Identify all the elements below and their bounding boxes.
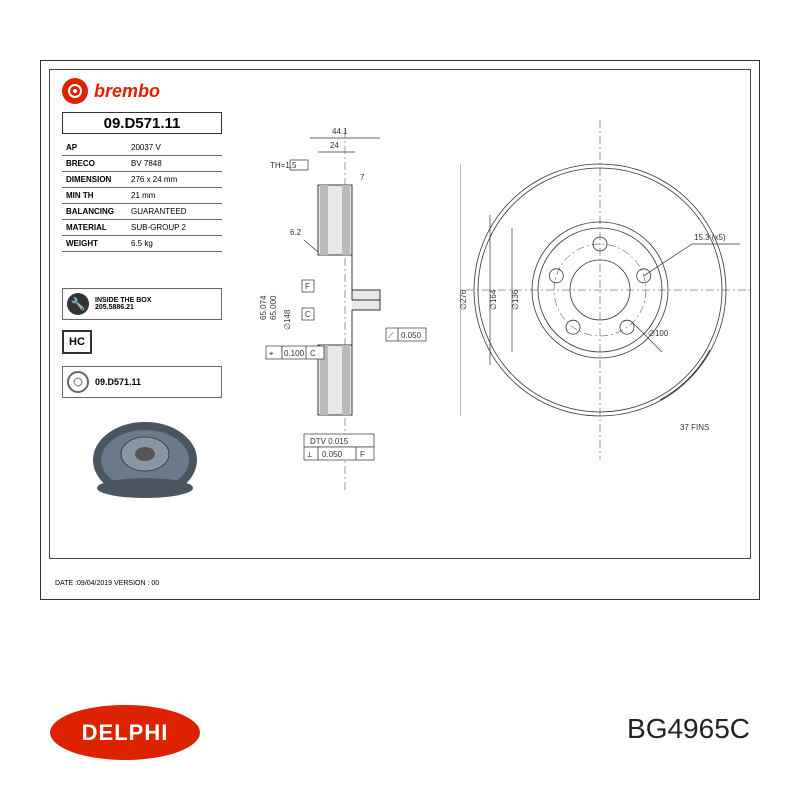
- dim-7: 7: [360, 173, 365, 182]
- spec-value: 6.5 kg: [127, 236, 222, 251]
- dim-th-tol: TH=1.5: [270, 161, 297, 170]
- svg-text:⌖: ⌖: [269, 349, 274, 358]
- fins-label: 37 FINS: [680, 423, 709, 432]
- runout: 0.050: [401, 331, 422, 340]
- spec-value: GUARANTEED: [127, 204, 222, 219]
- spec-value: BV 7848: [127, 156, 222, 171]
- dim-164: ∅164: [489, 289, 498, 310]
- hc-badge: HC: [62, 330, 92, 354]
- inside-box-info: 🔧 INSIDE THE BOX 205.5886.21: [62, 288, 222, 320]
- replaces-row: 09.D571.11: [62, 366, 222, 398]
- dim-100: ∅100: [648, 329, 669, 338]
- spec-value: SUB-GROUP 2: [127, 220, 222, 235]
- datum-c: C: [305, 310, 311, 319]
- dim-136: ∅136: [511, 289, 520, 310]
- spec-label: AP: [62, 140, 127, 155]
- dim-148: ∅148: [283, 309, 292, 330]
- drawing-inner-frame: brembo 09.D571.11 AP20037 V BRECOBV 7848…: [49, 69, 751, 559]
- tol-0100: 0.100: [284, 349, 305, 358]
- spec-label: BALANCING: [62, 204, 127, 219]
- svg-text:⟋: ⟋: [388, 331, 394, 340]
- tol-c: C: [310, 349, 316, 358]
- flat: 0.050: [322, 450, 343, 459]
- brand-name: brembo: [94, 81, 160, 102]
- dtv: DTV 0.015: [310, 437, 349, 446]
- brembo-logo-icon: [62, 78, 88, 104]
- svg-text:⟂: ⟂: [307, 450, 313, 459]
- dim-6-2: 6.2: [290, 228, 302, 237]
- replaces-code: 09.D571.11: [95, 377, 141, 387]
- dim-24: 24: [330, 141, 339, 150]
- part-number: 09.D571.11: [62, 112, 222, 134]
- spec-label: MATERIAL: [62, 220, 127, 235]
- dim-276: ∅276: [460, 289, 468, 310]
- footer-part-code: BG4965C: [627, 713, 750, 745]
- dim-bolt: 15.3 (x5): [694, 233, 726, 242]
- flat-f: F: [360, 450, 365, 459]
- spec-label: WEIGHT: [62, 236, 127, 251]
- delphi-logo: DELPHI: [50, 705, 200, 760]
- brand-block: brembo: [62, 78, 160, 104]
- box-title: INSIDE THE BOX: [95, 297, 151, 304]
- delphi-text: DELPHI: [82, 720, 169, 746]
- box-code: 205.5886.21: [95, 304, 151, 311]
- spec-value: 20037 V: [127, 140, 222, 155]
- spec-value: 276 x 24 mm: [127, 172, 222, 187]
- front-face-view: 15.3 (x5) ∅100 37 FINS ∅276 ∅164 ∅136: [460, 110, 750, 490]
- date-version: DATE :09/04/2019 VERSION : 00: [55, 580, 159, 587]
- spec-label: BRECO: [62, 156, 127, 171]
- disc-thumbnail: [90, 410, 200, 520]
- spec-label: DIMENSION: [62, 172, 127, 187]
- spec-value: 21 mm: [127, 188, 222, 203]
- spec-table: AP20037 V BRECOBV 7848 DIMENSION276 x 24…: [62, 140, 222, 252]
- dim-44-1: 44.1: [332, 127, 348, 136]
- spec-label: MIN TH: [62, 188, 127, 203]
- wrench-icon: 🔧: [67, 293, 89, 315]
- drawing-frame: brembo 09.D571.11 AP20037 V BRECOBV 7848…: [40, 60, 760, 600]
- datum-f: F: [305, 282, 310, 291]
- side-section-view: 44.1 24 TH=1.5 7 6.2 65.074 65.000 ∅148: [260, 90, 430, 510]
- dim-65-074: 65.074: [260, 295, 268, 320]
- dim-65-000: 65.000: [269, 295, 278, 320]
- disc-icon: [67, 371, 89, 393]
